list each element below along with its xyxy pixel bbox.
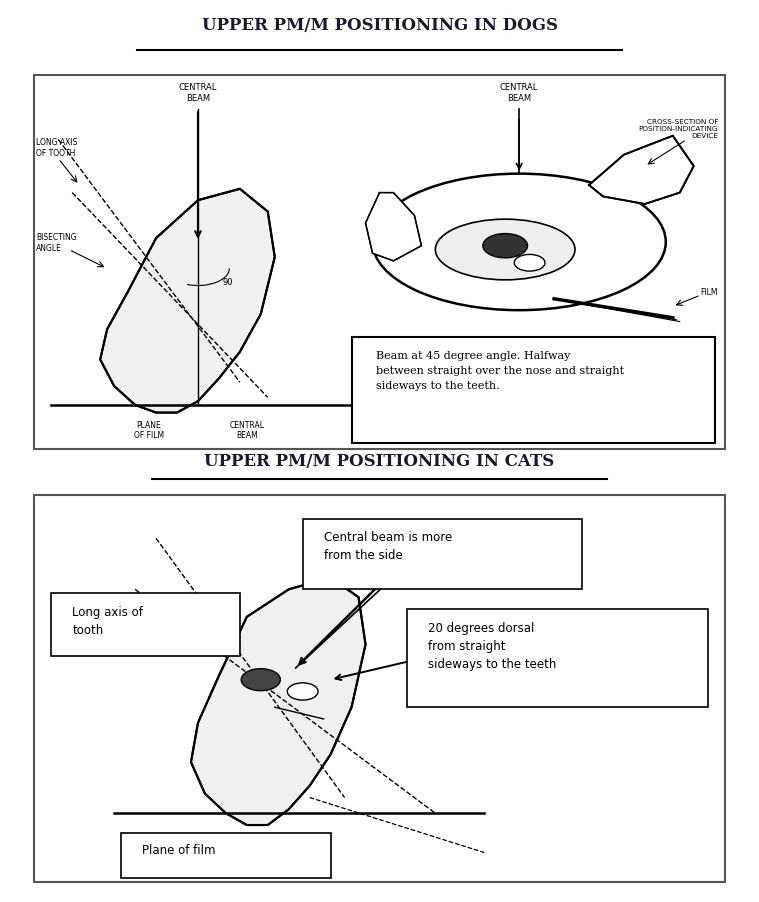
Text: CENTRAL
BEAM: CENTRAL BEAM bbox=[500, 83, 538, 103]
Ellipse shape bbox=[373, 174, 666, 311]
Text: CROSS-SECTION OF
POSITION-INDICATING
DEVICE: CROSS-SECTION OF POSITION-INDICATING DEV… bbox=[638, 119, 718, 139]
FancyBboxPatch shape bbox=[34, 495, 725, 882]
FancyBboxPatch shape bbox=[351, 337, 715, 444]
Polygon shape bbox=[589, 136, 694, 205]
FancyBboxPatch shape bbox=[34, 76, 725, 449]
Text: Long axis of
tooth: Long axis of tooth bbox=[72, 605, 143, 636]
Polygon shape bbox=[100, 189, 275, 413]
FancyBboxPatch shape bbox=[52, 594, 240, 657]
Text: 20 degrees dorsal
from straight
sideways to the teeth: 20 degrees dorsal from straight sideways… bbox=[428, 621, 557, 670]
Text: UPPER PM/M POSITIONING IN CATS: UPPER PM/M POSITIONING IN CATS bbox=[204, 452, 555, 469]
Text: FILM: FILM bbox=[701, 288, 718, 297]
FancyBboxPatch shape bbox=[303, 519, 582, 590]
Text: CENTRAL
BEAM: CENTRAL BEAM bbox=[179, 83, 217, 103]
Text: Beam at 45 degree angle. Halfway
between straight over the nose and straight
sid: Beam at 45 degree angle. Halfway between… bbox=[376, 351, 624, 391]
Polygon shape bbox=[191, 578, 366, 825]
Polygon shape bbox=[366, 193, 421, 262]
Text: BISECTING
ANGLE: BISECTING ANGLE bbox=[36, 233, 77, 253]
Circle shape bbox=[241, 669, 280, 691]
Circle shape bbox=[288, 683, 318, 700]
Text: LONG AXIS
OF TOOTH: LONG AXIS OF TOOTH bbox=[36, 138, 77, 158]
Text: Central beam is more
from the side: Central beam is more from the side bbox=[323, 530, 452, 562]
Ellipse shape bbox=[436, 220, 575, 281]
Text: PLANE
OF FILM: PLANE OF FILM bbox=[134, 420, 164, 440]
FancyBboxPatch shape bbox=[408, 610, 707, 707]
FancyBboxPatch shape bbox=[121, 833, 331, 878]
Text: UPPER PM/M POSITIONING IN DOGS: UPPER PM/M POSITIONING IN DOGS bbox=[201, 17, 558, 33]
Text: 90: 90 bbox=[222, 277, 233, 286]
Circle shape bbox=[515, 255, 545, 272]
Circle shape bbox=[483, 235, 528, 259]
Text: CENTRAL
BEAM: CENTRAL BEAM bbox=[229, 420, 264, 440]
Text: Plane of film: Plane of film bbox=[142, 842, 216, 856]
